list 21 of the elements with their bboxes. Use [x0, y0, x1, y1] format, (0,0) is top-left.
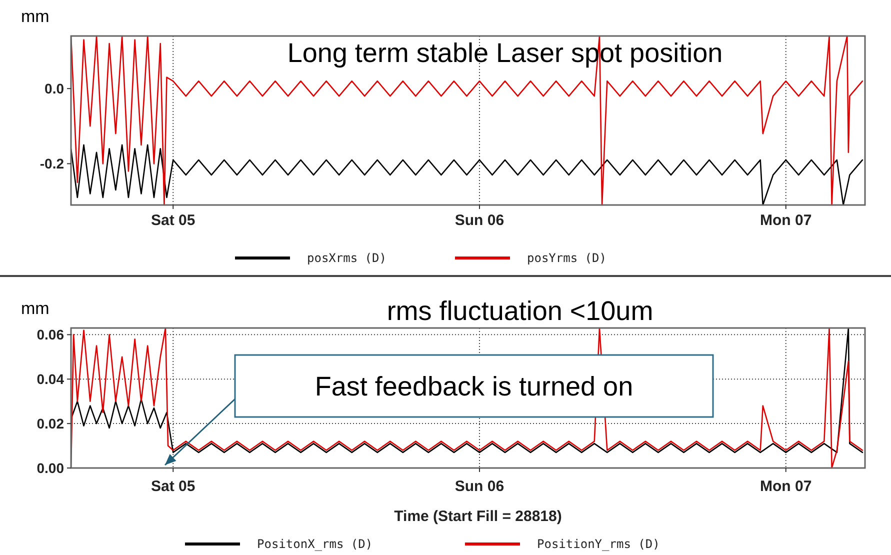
legend-label: PositonX_rms (D)	[257, 537, 373, 551]
x-tick-label: Sat 05	[151, 478, 196, 495]
x-tick-label: Mon 07	[760, 212, 812, 229]
y-axis-title: mm	[21, 299, 50, 318]
chart-title: rms fluctuation <10um	[386, 296, 654, 326]
legend-label: posYrms (D)	[527, 251, 606, 265]
x-tick-label: Sun 06	[454, 212, 504, 229]
y-tick-label: 0.00	[36, 460, 64, 476]
y-tick-label: 0.06	[36, 326, 64, 343]
y-tick-label: 0.02	[36, 415, 64, 432]
y-tick-label: -0.2	[40, 156, 64, 172]
x-tick-label: Mon 07	[760, 478, 812, 495]
y-tick-label: 0.04	[36, 371, 64, 388]
x-axis-title: Time (Start Fill = 28818)	[394, 508, 562, 525]
y-axis-title: mm	[21, 7, 50, 26]
x-tick-label: Sun 06	[454, 478, 504, 495]
annotation: Fast feedback is turned on	[314, 371, 634, 402]
x-tick-label: Sat 05	[151, 212, 196, 229]
legend-label: PositionY_rms (D)	[537, 537, 660, 551]
y-tick-label: 0.0	[44, 80, 64, 96]
legend-label: posXrms (D)	[307, 251, 386, 265]
